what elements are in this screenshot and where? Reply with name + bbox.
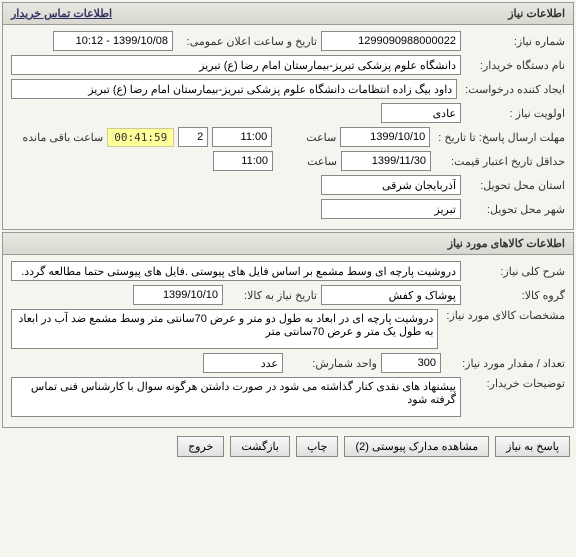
deadline-label: مهلت ارسال پاسخ: تا تاریخ :: [434, 131, 565, 144]
due-label: تاریخ نیاز به کالا:: [227, 289, 317, 302]
attachments-button[interactable]: مشاهده مدارک پیوستی (2): [344, 436, 489, 457]
goods-info-panel: اطلاعات کالاهای مورد نیاز شرح کلی نیاز: …: [2, 232, 574, 428]
group-label: گروه کالا:: [465, 289, 565, 302]
city-label: شهر محل تحویل:: [465, 203, 565, 216]
panel2-title: اطلاعات کالاهای مورد نیاز: [448, 238, 565, 250]
notes-label: توضیحات خریدار:: [465, 377, 565, 390]
need-info-header: اطلاعات نیاز اطلاعات تماس خریدار: [3, 3, 573, 25]
deadline-time-field[interactable]: [212, 127, 272, 147]
hour-label-1: ساعت: [276, 131, 336, 144]
creator-field[interactable]: [11, 79, 457, 99]
group-field[interactable]: [321, 285, 461, 305]
priority-label: اولویت نیاز :: [465, 107, 565, 120]
priority-field[interactable]: [381, 103, 461, 123]
valid-date-field[interactable]: [341, 151, 431, 171]
spec-field[interactable]: [11, 309, 438, 349]
goods-info-header: اطلاعات کالاهای مورد نیاز: [3, 233, 573, 255]
remain-label: ساعت باقی مانده: [23, 131, 104, 144]
unit-label: واحد شمارش:: [287, 357, 377, 370]
province-label: استان محل تحویل:: [465, 179, 565, 192]
general-desc-label: شرح کلی نیاز:: [465, 265, 565, 278]
footer-buttons: پاسخ به نیاز مشاهده مدارک پیوستی (2) چاپ…: [0, 430, 576, 463]
announce-field[interactable]: [53, 31, 173, 51]
qty-field[interactable]: [381, 353, 441, 373]
announce-label: تاریخ و ساعت اعلان عمومی:: [177, 35, 317, 48]
org-label: نام دستگاه خریدار:: [465, 59, 565, 72]
qty-label: تعداد / مقدار مورد نیاز:: [445, 357, 565, 370]
exit-button[interactable]: خروج: [177, 436, 224, 457]
creator-label: ایجاد کننده درخواست:: [461, 83, 565, 96]
panel1-title: اطلاعات نیاز: [508, 8, 565, 20]
days-left-field[interactable]: [178, 127, 208, 147]
due-field[interactable]: [133, 285, 223, 305]
contact-link[interactable]: اطلاعات تماس خریدار: [11, 7, 112, 20]
org-field[interactable]: [11, 55, 461, 75]
notes-field[interactable]: [11, 377, 461, 417]
unit-field[interactable]: [203, 353, 283, 373]
need-no-label: شماره نیاز:: [465, 35, 565, 48]
province-field[interactable]: [321, 175, 461, 195]
need-no-field[interactable]: [321, 31, 461, 51]
min-valid-label: حداقل تاریخ اعتبار قیمت:: [435, 155, 565, 168]
countdown-timer: 00:41:59: [107, 128, 174, 147]
deadline-date-field[interactable]: [340, 127, 430, 147]
need-info-panel: اطلاعات نیاز اطلاعات تماس خریدار شماره ن…: [2, 2, 574, 230]
general-desc-field[interactable]: [11, 261, 461, 281]
back-button[interactable]: بازگشت: [230, 436, 290, 457]
spec-label: مشخصات کالای مورد نیاز:: [442, 309, 565, 322]
respond-button[interactable]: پاسخ به نیاز: [495, 436, 570, 457]
valid-time-field[interactable]: [213, 151, 273, 171]
hour-label-2: ساعت: [277, 155, 337, 168]
print-button[interactable]: چاپ: [296, 436, 339, 457]
city-field[interactable]: [321, 199, 461, 219]
